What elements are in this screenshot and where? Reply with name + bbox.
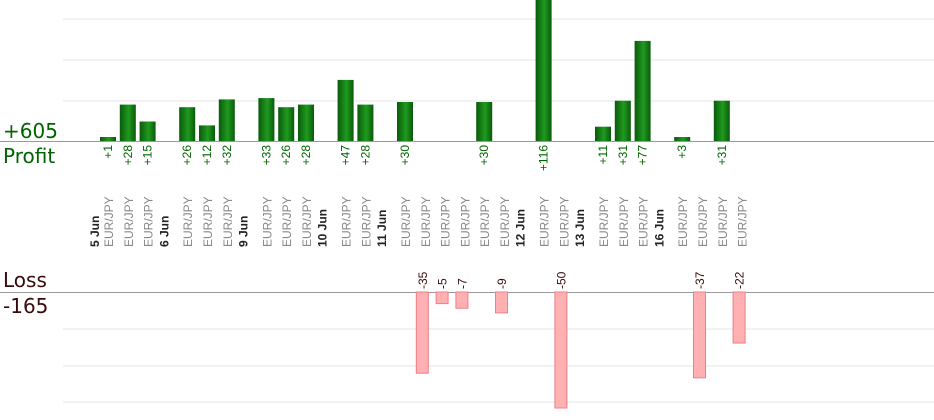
loss-value-label: -35 (416, 271, 430, 289)
profit-value-label: +26 (279, 145, 293, 166)
profit-bar (595, 126, 611, 141)
profit-value-label: +12 (200, 145, 214, 166)
profit-bar (298, 104, 314, 141)
profit-bar (119, 104, 136, 141)
profit-value-label: +28 (358, 145, 372, 166)
profit-value-label: +33 (259, 145, 273, 166)
loss-value-label: -22 (733, 271, 747, 289)
profit-bar (179, 107, 196, 141)
profit-value-label: +15 (141, 145, 155, 166)
loss-bar (455, 291, 469, 309)
profit-total: +605 (3, 119, 58, 143)
loss-bars (415, 291, 746, 409)
symbol-label: EUR/JPY (102, 196, 116, 247)
profit-value-label: +77 (636, 145, 650, 166)
loss-value-label: -50 (554, 271, 568, 289)
symbol-label: EUR/JPY (399, 196, 413, 247)
symbol-label: EUR/JPY (181, 196, 195, 247)
symbol-label: EUR/JPY (122, 196, 136, 247)
symbol-label: EUR/JPY (201, 196, 215, 247)
symbol-label: EUR/JPY (617, 196, 631, 247)
profit-value-label: +31 (715, 145, 729, 166)
symbol-label: EUR/JPY (498, 196, 512, 247)
profit-bar (357, 104, 374, 141)
profit-bar (614, 100, 631, 141)
symbol-label: EUR/JPY (538, 196, 552, 247)
symbol-label: EUR/JPY (597, 196, 611, 247)
date-label: 9 Jun (237, 216, 251, 247)
axis-labels: 5 Jun 6 Jun 9 Jun 10 Jun 11 Jun 12 Jun 13 Jun 1… (0, 0, 750, 289)
profit-bar (476, 102, 493, 141)
gridlines (0, 18, 934, 403)
symbol-label: EUR/JPY (419, 196, 433, 247)
profit-bar (535, 0, 552, 142)
loss-value-label: -37 (693, 271, 707, 289)
symbol-label: EUR/JPY (142, 196, 156, 247)
loss-bar (435, 291, 449, 305)
symbol-label: EUR/JPY (478, 196, 492, 247)
date-label: 10 Jun (316, 209, 330, 247)
loss-value-label: -9 (495, 278, 509, 289)
profit-value-label: +1 (101, 145, 115, 159)
date-label: 5 Jun (88, 216, 102, 247)
loss-label: Loss (3, 268, 47, 292)
symbol-label: EUR/JPY (716, 196, 730, 247)
profit-value-label: +26 (180, 145, 194, 166)
symbol-label: EUR/JPY (359, 196, 373, 247)
profit-value-label: +116 (537, 145, 551, 171)
profit-bar (278, 107, 295, 141)
profit-bar (634, 40, 651, 141)
profit-bar (337, 79, 354, 141)
profit-value-label: +28 (121, 145, 135, 166)
symbol-label: EUR/JPY (260, 196, 274, 247)
symbol-label: EUR/JPY (221, 196, 235, 247)
date-label: 16 Jun (652, 209, 666, 247)
loss-value-label: -5 (436, 278, 450, 289)
loss-bar (415, 291, 429, 374)
profit-value-label: +32 (220, 145, 234, 166)
profit-bar (139, 121, 156, 141)
profit-value-label: +3 (675, 145, 689, 159)
date-label: 6 Jun (157, 216, 171, 247)
profit-value-label: +30 (477, 145, 491, 166)
profit-label: Profit (3, 144, 56, 168)
date-label: 13 Jun (573, 209, 587, 247)
symbol-label: EUR/JPY (736, 196, 750, 247)
profit-bar (199, 125, 215, 141)
symbol-label: EUR/JPY (637, 196, 651, 247)
symbol-label: EUR/JPY (557, 196, 571, 247)
profit-bar (100, 137, 116, 141)
profit-bar (397, 102, 413, 141)
profit-bar (674, 137, 691, 141)
loss-bar (693, 291, 706, 379)
profit-bar (713, 100, 730, 141)
symbol-label: EUR/JPY (676, 196, 690, 247)
date-label: 12 Jun (514, 209, 528, 247)
profit-value-label: +11 (596, 145, 610, 165)
profit-value-label: +30 (398, 145, 412, 166)
profit-bar (218, 99, 235, 141)
symbol-label: EUR/JPY (280, 196, 294, 247)
symbol-label: EUR/JPY (300, 196, 314, 247)
symbol-label: EUR/JPY (458, 196, 472, 247)
loss-bar (732, 291, 746, 344)
loss-bar (554, 291, 568, 409)
loss-value-label: -7 (455, 278, 469, 289)
date-label: 17 Jun (0, 0, 38, 3)
symbol-label: EUR/JPY (696, 196, 710, 247)
profit-value-label: +28 (299, 145, 313, 166)
profit-value-label: +31 (616, 145, 630, 166)
profit-value-label: +47 (339, 145, 353, 166)
profit-bar (258, 98, 275, 141)
loss-bar (495, 291, 508, 314)
loss-total: -165 (3, 294, 49, 318)
profit-bars (100, 0, 730, 142)
symbol-label: EUR/JPY (439, 196, 453, 247)
date-label: 11 Jun (375, 210, 389, 247)
symbol-label: EUR/JPY (340, 196, 354, 247)
